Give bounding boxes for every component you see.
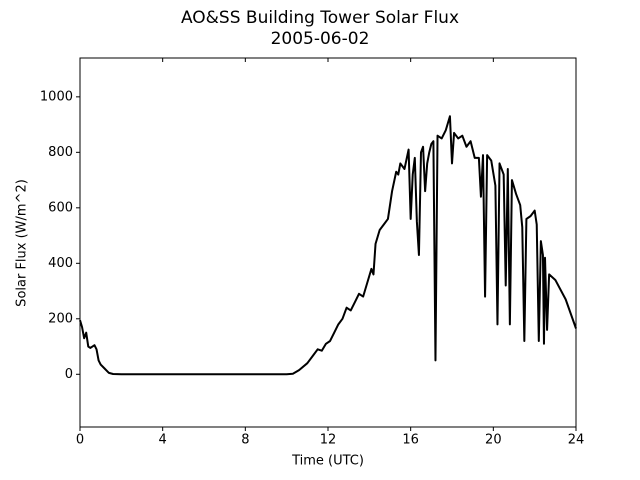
chart-title: AO&SS Building Tower Solar Flux: [181, 8, 459, 28]
y-tick-label: 400: [48, 256, 73, 271]
x-tick-label: 24: [568, 433, 585, 448]
chart-subtitle: 2005-06-02: [271, 29, 370, 49]
y-tick-label: 1000: [40, 89, 73, 104]
y-tick-label: 600: [48, 200, 73, 215]
y-axis-label: Solar Flux (W/m^2): [15, 179, 30, 307]
data-line: [79, 115, 577, 376]
y-tick-label: 200: [48, 311, 73, 326]
x-tick-label: 0: [76, 433, 84, 448]
x-tick-label: 4: [159, 433, 167, 448]
x-tick-label: 20: [485, 433, 502, 448]
plot-frame: [79, 57, 577, 428]
x-tick-label: 16: [402, 433, 419, 448]
y-tick-label: 0: [65, 367, 73, 382]
x-tick-label: 8: [241, 433, 249, 448]
y-tick-label: 800: [48, 145, 73, 160]
x-axis-label: Time (UTC): [291, 454, 364, 469]
x-tick-label: 12: [320, 433, 337, 448]
